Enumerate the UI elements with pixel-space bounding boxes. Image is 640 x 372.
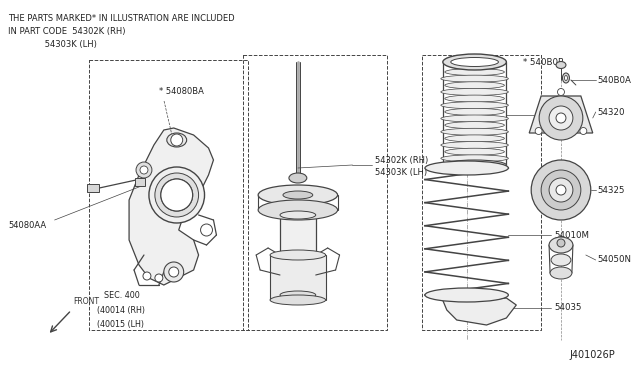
Circle shape <box>556 185 566 195</box>
Text: 54325: 54325 <box>598 186 625 195</box>
Text: 54303K (LH): 54303K (LH) <box>8 40 97 49</box>
Circle shape <box>161 179 193 211</box>
Polygon shape <box>129 128 214 285</box>
Ellipse shape <box>441 89 508 96</box>
Ellipse shape <box>441 128 508 135</box>
Ellipse shape <box>551 254 571 266</box>
Ellipse shape <box>445 68 504 76</box>
Bar <box>135 178 145 186</box>
Text: 54320: 54320 <box>598 108 625 116</box>
Circle shape <box>557 89 564 96</box>
Circle shape <box>549 106 573 130</box>
Text: J401026P: J401026P <box>570 350 616 360</box>
Circle shape <box>155 274 163 282</box>
Circle shape <box>136 162 152 178</box>
Ellipse shape <box>443 54 506 70</box>
Polygon shape <box>442 295 516 325</box>
Ellipse shape <box>563 73 570 83</box>
Text: 54303K (LH): 54303K (LH) <box>375 167 428 176</box>
Circle shape <box>535 128 542 135</box>
Polygon shape <box>280 215 316 295</box>
Ellipse shape <box>441 142 508 148</box>
Ellipse shape <box>280 291 316 299</box>
Text: FRONT: FRONT <box>74 297 99 306</box>
Ellipse shape <box>270 250 326 260</box>
Ellipse shape <box>451 58 499 67</box>
Circle shape <box>143 272 151 280</box>
Ellipse shape <box>441 102 508 109</box>
Ellipse shape <box>445 82 504 89</box>
Ellipse shape <box>445 95 504 102</box>
Circle shape <box>161 179 193 211</box>
Ellipse shape <box>445 122 504 129</box>
Ellipse shape <box>167 133 187 147</box>
Circle shape <box>556 113 566 123</box>
Polygon shape <box>529 96 593 133</box>
Polygon shape <box>270 255 326 300</box>
Text: 54080AA: 54080AA <box>8 221 46 230</box>
Circle shape <box>580 128 587 135</box>
Ellipse shape <box>564 76 568 80</box>
Ellipse shape <box>270 295 326 305</box>
Circle shape <box>200 224 212 236</box>
Ellipse shape <box>550 267 572 279</box>
Circle shape <box>557 239 565 247</box>
Text: 540B0A: 540B0A <box>598 76 632 84</box>
Text: 54035: 54035 <box>554 304 582 312</box>
Ellipse shape <box>556 61 566 68</box>
Circle shape <box>164 262 184 282</box>
Text: 54050N: 54050N <box>598 256 632 264</box>
Circle shape <box>171 134 182 146</box>
Ellipse shape <box>441 75 508 82</box>
Ellipse shape <box>445 108 504 115</box>
Ellipse shape <box>441 115 508 122</box>
Text: 54010M: 54010M <box>554 231 589 240</box>
Bar <box>88 184 99 192</box>
Ellipse shape <box>443 160 506 170</box>
Ellipse shape <box>441 155 508 162</box>
Circle shape <box>531 160 591 220</box>
Text: IN PART CODE  54302K (RH): IN PART CODE 54302K (RH) <box>8 27 125 36</box>
Ellipse shape <box>258 200 337 220</box>
Text: THE PARTS MARKED* IN ILLUSTRATION ARE INCLUDED: THE PARTS MARKED* IN ILLUSTRATION ARE IN… <box>8 14 235 23</box>
Ellipse shape <box>445 148 504 155</box>
Text: SEC. 400: SEC. 400 <box>104 291 140 299</box>
Text: * 54080BA: * 54080BA <box>159 87 204 96</box>
Circle shape <box>541 170 581 210</box>
Text: 54302K (RH): 54302K (RH) <box>375 155 429 164</box>
Ellipse shape <box>425 288 508 302</box>
Ellipse shape <box>549 237 573 253</box>
Circle shape <box>169 267 179 277</box>
Text: * 540B0B: * 540B0B <box>524 58 564 67</box>
Circle shape <box>155 173 198 217</box>
Text: (40014 (RH): (40014 (RH) <box>97 305 145 314</box>
Text: (40015 (LH): (40015 (LH) <box>97 321 144 330</box>
Circle shape <box>140 166 148 174</box>
Ellipse shape <box>283 191 313 199</box>
Circle shape <box>549 178 573 202</box>
Ellipse shape <box>445 135 504 142</box>
Ellipse shape <box>289 173 307 183</box>
Circle shape <box>539 96 583 140</box>
Ellipse shape <box>425 161 508 175</box>
Ellipse shape <box>258 185 337 205</box>
Ellipse shape <box>280 211 316 219</box>
Text: 54034: 54034 <box>554 110 582 119</box>
Circle shape <box>149 167 205 223</box>
